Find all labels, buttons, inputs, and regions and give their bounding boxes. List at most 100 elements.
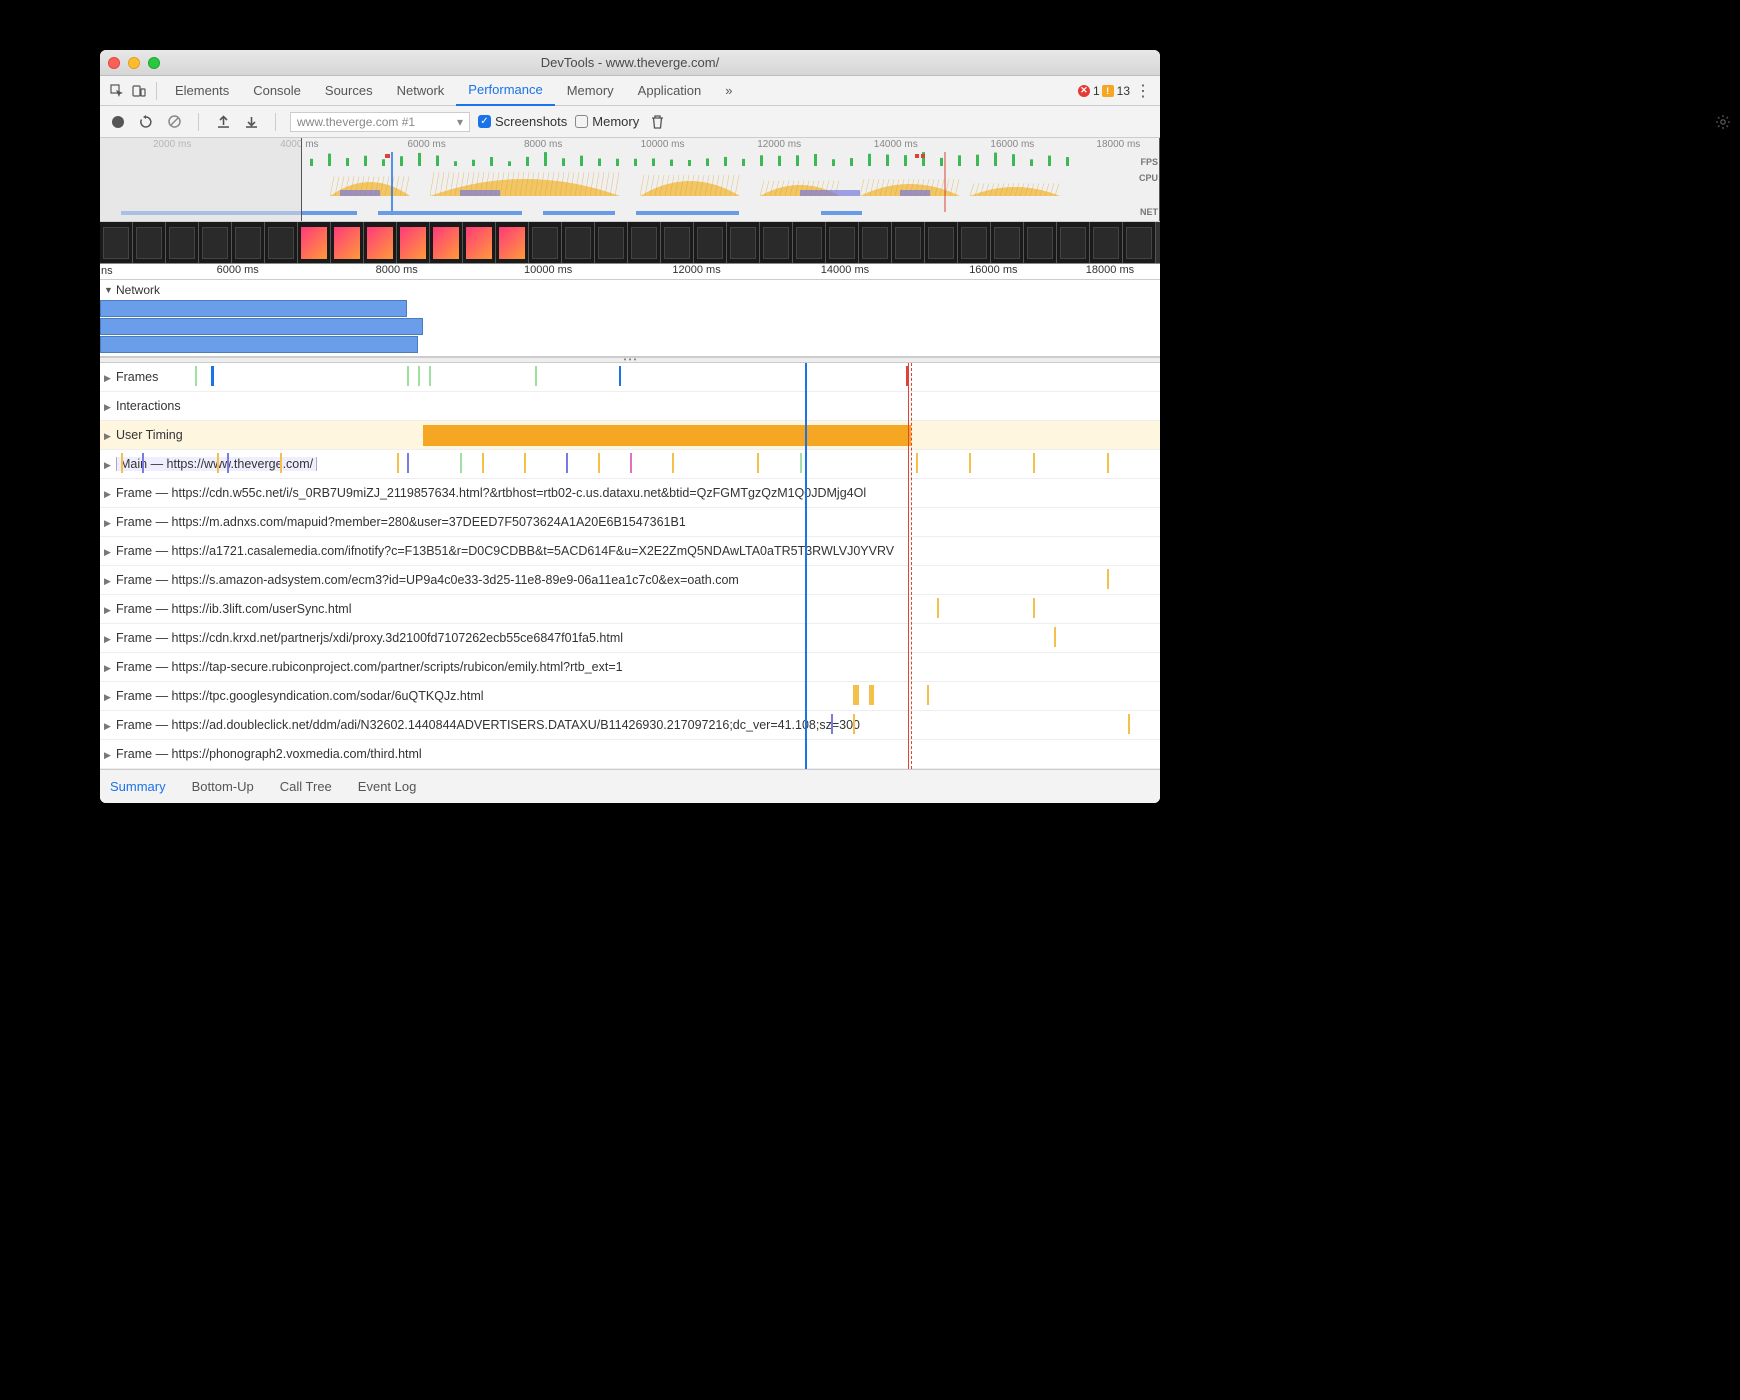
device-icon[interactable] [128, 80, 150, 102]
filmstrip-frame[interactable] [925, 222, 958, 264]
task-mark[interactable] [1107, 569, 1109, 589]
task-mark[interactable] [407, 366, 409, 386]
track-row[interactable]: ▶Frame — https://s.amazon-adsystem.com/e… [100, 566, 1160, 595]
track-row[interactable]: ▶Frame — https://tpc.googlesyndication.c… [100, 682, 1160, 711]
overview-pane[interactable]: 2000 ms4000 ms6000 ms8000 ms10000 ms1200… [100, 138, 1160, 222]
task-mark[interactable] [524, 453, 526, 473]
task-mark[interactable] [1054, 627, 1056, 647]
task-mark[interactable] [280, 453, 282, 473]
task-mark[interactable] [800, 453, 802, 473]
track-row[interactable]: ▶Frame — https://phonograph2.voxmedia.co… [100, 740, 1160, 769]
details-tab-event-log[interactable]: Event Log [358, 779, 417, 794]
filmstrip-frame[interactable] [529, 222, 562, 264]
filmstrip-frame[interactable] [628, 222, 661, 264]
track-row[interactable]: ▶Frame — https://tap-secure.rubiconproje… [100, 653, 1160, 682]
reload-button[interactable] [136, 112, 156, 132]
task-mark[interactable] [566, 453, 568, 473]
tab-application[interactable]: Application [626, 76, 714, 106]
task-mark[interactable] [397, 453, 399, 473]
zoom-icon[interactable] [148, 57, 160, 69]
filmstrip-frame[interactable] [892, 222, 925, 264]
memory-checkbox[interactable]: Memory [575, 114, 639, 129]
save-profile-button[interactable] [241, 112, 261, 132]
filmstrip-frame[interactable] [265, 222, 298, 264]
filmstrip-frame[interactable] [232, 222, 265, 264]
tab-elements[interactable]: Elements [163, 76, 241, 106]
filmstrip[interactable] [100, 222, 1160, 264]
network-track-header[interactable]: ▼ Network [100, 280, 1160, 300]
task-mark[interactable] [1033, 453, 1035, 473]
filmstrip-frame[interactable] [694, 222, 727, 264]
filmstrip-frame[interactable] [100, 222, 133, 264]
track-row[interactable]: ▶Frame — https://ib.3lift.com/userSync.h… [100, 595, 1160, 624]
filmstrip-frame[interactable] [430, 222, 463, 264]
warning-count[interactable]: ! 13 [1102, 84, 1130, 98]
task-mark[interactable] [460, 453, 462, 473]
task-mark[interactable] [969, 453, 971, 473]
filmstrip-frame[interactable] [1024, 222, 1057, 264]
filmstrip-frame[interactable] [1090, 222, 1123, 264]
task-mark[interactable] [142, 453, 144, 473]
track-row[interactable]: ▶Main — https://www.theverge.com/ [100, 450, 1160, 479]
network-bar[interactable] [100, 300, 407, 317]
filmstrip-frame[interactable] [595, 222, 628, 264]
timing-bar[interactable] [423, 425, 911, 446]
load-profile-button[interactable] [213, 112, 233, 132]
close-icon[interactable] [108, 57, 120, 69]
filmstrip-frame[interactable] [496, 222, 529, 264]
details-tab-call-tree[interactable]: Call Tree [280, 779, 332, 794]
filmstrip-frame[interactable] [166, 222, 199, 264]
tab-memory[interactable]: Memory [555, 76, 626, 106]
filmstrip-frame[interactable] [133, 222, 166, 264]
task-mark[interactable] [630, 453, 632, 473]
task-mark[interactable] [869, 685, 874, 705]
task-mark[interactable] [482, 453, 484, 473]
tab-network[interactable]: Network [385, 76, 457, 106]
track-row[interactable]: ▶Interactions [100, 392, 1160, 421]
task-mark[interactable] [853, 685, 859, 705]
filmstrip-frame[interactable] [793, 222, 826, 264]
task-mark[interactable] [407, 453, 409, 473]
filmstrip-frame[interactable] [1057, 222, 1090, 264]
clear-button[interactable] [164, 112, 184, 132]
details-tab-bottom-up[interactable]: Bottom-Up [192, 779, 254, 794]
task-mark[interactable] [535, 366, 537, 386]
recording-select[interactable]: www.theverge.com #1 [290, 112, 470, 132]
task-mark[interactable] [916, 453, 918, 473]
tabs-overflow[interactable]: » [713, 76, 744, 106]
task-mark[interactable] [418, 366, 420, 386]
track-row[interactable]: ▶Frame — https://a1721.casalemedia.com/i… [100, 537, 1160, 566]
filmstrip-frame[interactable] [661, 222, 694, 264]
filmstrip-frame[interactable] [463, 222, 496, 264]
overview-selection[interactable] [301, 138, 1160, 221]
task-mark[interactable] [598, 453, 600, 473]
record-button[interactable] [108, 112, 128, 132]
filmstrip-frame[interactable] [397, 222, 430, 264]
filmstrip-frame[interactable] [1123, 222, 1156, 264]
filmstrip-frame[interactable] [760, 222, 793, 264]
task-mark[interactable] [1128, 714, 1130, 734]
filmstrip-frame[interactable] [727, 222, 760, 264]
track-row[interactable]: ▶Frame — https://ad.doubleclick.net/ddm/… [100, 711, 1160, 740]
track-row[interactable]: ▶Frame — https://cdn.w55c.net/i/s_0RB7U9… [100, 479, 1160, 508]
task-mark[interactable] [211, 366, 214, 386]
filmstrip-frame[interactable] [331, 222, 364, 264]
track-row[interactable]: ▶User Timing [100, 421, 1160, 450]
task-mark[interactable] [672, 453, 674, 473]
filmstrip-frame[interactable] [199, 222, 232, 264]
task-mark[interactable] [1033, 598, 1035, 618]
network-bar[interactable] [100, 318, 423, 335]
screenshots-checkbox[interactable]: ✓ Screenshots [478, 114, 567, 129]
task-mark[interactable] [831, 714, 833, 734]
filmstrip-frame[interactable] [364, 222, 397, 264]
track-row[interactable]: ▶Frame — https://cdn.krxd.net/partnerjs/… [100, 624, 1160, 653]
tab-performance[interactable]: Performance [456, 76, 554, 106]
task-mark[interactable] [927, 685, 929, 705]
task-mark[interactable] [121, 453, 123, 473]
filmstrip-frame[interactable] [991, 222, 1024, 264]
track-row[interactable]: ▶Frame — https://m.adnxs.com/mapuid?memb… [100, 508, 1160, 537]
filmstrip-frame[interactable] [958, 222, 991, 264]
task-mark[interactable] [1107, 453, 1109, 473]
filmstrip-frame[interactable] [298, 222, 331, 264]
network-bar[interactable] [100, 336, 418, 353]
